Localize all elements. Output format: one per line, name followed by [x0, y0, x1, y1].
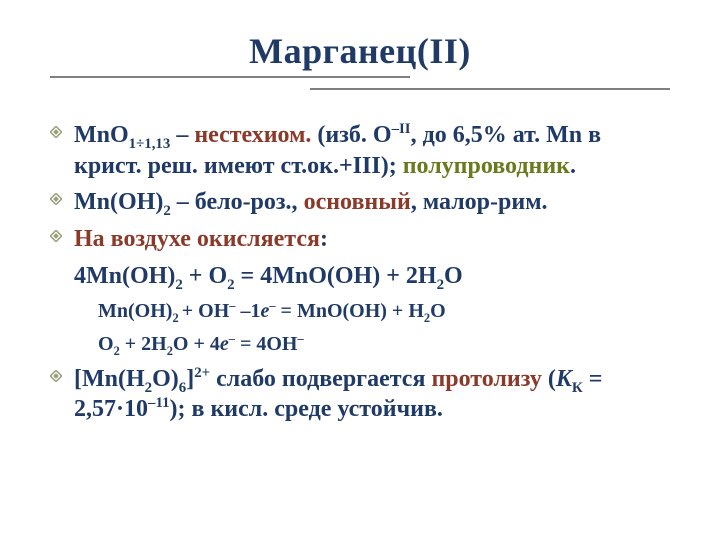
equation-2: Mn(OH)2 + OH– –1e– = MnO(OH) + H2O — [50, 298, 670, 325]
equation-1-text: 4Mn(OH)2 + O2 = 4MnO(OH) + 2H2O — [74, 261, 670, 292]
diamond-bullet-icon — [50, 193, 74, 205]
body: MnO1÷1,13 – нестехиом. (изб. O–II, до 6,… — [50, 120, 670, 425]
bullet-item-3: На воздухе окисляется: — [50, 224, 670, 255]
line-2-text: Mn(OH)2 – бело-роз., основный, малор-рим… — [74, 187, 670, 218]
line-7-text: [Mn(H2O)6]2+ слабо подвергается протолиз… — [74, 364, 670, 425]
diamond-bullet-icon — [50, 126, 74, 138]
line-1-text: MnO1÷1,13 – нестехиом. (изб. O–II, до 6,… — [74, 120, 670, 181]
equation-1: 4Mn(OH)2 + O2 = 4MnO(OH) + 2H2O — [50, 261, 670, 292]
diamond-bullet-icon — [50, 370, 74, 382]
line-3-text: На воздухе окисляется: — [74, 224, 670, 255]
slide: Марганец(II) MnO1÷1,13 – нестехиом. (изб… — [0, 0, 720, 540]
title-rules — [50, 74, 670, 102]
bullet-item-2: Mn(OH)2 – бело-роз., основный, малор-рим… — [50, 187, 670, 218]
bullet-item-4: [Mn(H2O)6]2+ слабо подвергается протолиз… — [50, 364, 670, 425]
slide-title: Марганец(II) — [50, 30, 670, 72]
rule-top — [50, 76, 410, 78]
equation-2-text: Mn(OH)2 + OH– –1e– = MnO(OH) + H2O — [98, 298, 670, 325]
title-block: Марганец(II) — [50, 30, 670, 102]
equation-3-text: O2 + 2H2O + 4e– = 4OH– — [98, 331, 670, 358]
bullet-item-1: MnO1÷1,13 – нестехиом. (изб. O–II, до 6,… — [50, 120, 670, 181]
equation-3: O2 + 2H2O + 4e– = 4OH– — [50, 331, 670, 358]
diamond-bullet-icon — [50, 230, 74, 242]
rule-bottom — [310, 88, 670, 90]
